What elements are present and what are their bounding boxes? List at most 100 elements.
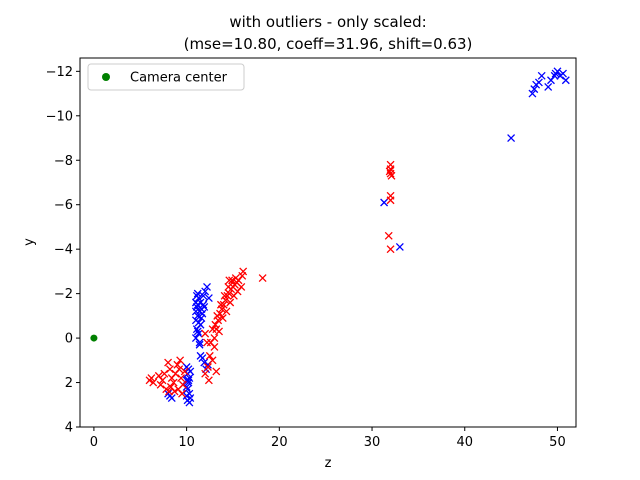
data-point [193,327,202,336]
data-point [210,343,219,351]
data-point [530,85,539,94]
data-point [534,78,543,87]
plot-area [80,58,576,427]
y-tick-label: 0 [65,332,73,347]
data-point [553,67,562,76]
data-point [203,338,211,347]
data-point [204,376,213,385]
data-point [559,69,567,78]
data-point [147,374,156,383]
data-point [193,289,202,298]
data-point [219,300,228,309]
legend: Camera center [87,63,245,91]
data-point [199,300,208,309]
legend-camera-center-marker [102,73,110,81]
data-point [165,387,173,396]
x-tick-label: 20 [271,435,288,450]
data-point [185,398,194,407]
y-tick-label: 4 [65,421,73,436]
data-point [176,356,185,365]
data-point [386,245,395,254]
data-point [156,380,165,389]
data-point [184,376,193,385]
data-point [212,367,221,376]
data-point [395,242,404,251]
data-point [201,287,210,296]
y-tick-label: 2 [65,376,73,391]
x-tick-label: 10 [178,435,195,450]
y-tick-label: −8 [54,154,73,169]
data-point [550,71,559,80]
data-point [205,351,214,360]
data-point [220,291,229,300]
chart-title-line-2: (mse=10.80, coeff=31.96, shift=0.63) [184,35,473,53]
y-axis-label: y [22,238,37,246]
data-point [173,360,182,369]
plot-frame [79,57,577,428]
data-point [507,134,516,142]
data-point [561,76,570,85]
data-point [192,291,201,300]
data-point [197,314,206,323]
series-0 [90,334,98,342]
data-marks [90,67,570,407]
data-point [224,282,233,291]
data-point [213,311,222,320]
data-point [225,289,234,298]
series-2 [145,160,396,398]
data-point [385,167,394,176]
data-point [192,325,201,334]
y-axis-ticks: −12 −10 −8 −6 −4 −2 0 2 4 [46,65,80,436]
data-point [164,358,173,367]
data-point [386,169,395,178]
legend-box [87,63,245,91]
y-tick-label: −4 [54,243,73,258]
data-point [194,318,203,327]
data-point [218,314,227,323]
x-tick-label: 30 [364,435,381,450]
data-point [165,365,174,374]
data-point [200,303,209,311]
y-tick-label: −10 [46,109,73,124]
data-point [195,338,204,347]
x-tick-label: 0 [90,435,98,450]
data-point [228,276,237,285]
x-tick-label: 40 [456,435,473,450]
data-point [387,171,396,180]
data-point [199,291,208,300]
chart-title-line-1: with outliers - only scaled: [229,13,426,31]
data-point [215,327,224,336]
data-point [169,378,178,387]
data-point [537,71,546,80]
data-point [222,307,231,316]
data-point [193,311,202,320]
data-point [160,369,169,378]
data-point [208,325,217,334]
data-point [182,383,191,391]
data-point [195,340,204,349]
x-axis-label: z [325,456,332,471]
x-tick-label: 50 [549,435,566,450]
data-point [182,391,191,400]
data-point [180,367,189,376]
data-point [216,300,225,309]
data-point [384,231,393,240]
data-point [386,196,395,205]
data-point [204,294,213,303]
data-point [528,89,537,98]
data-point [90,334,98,342]
data-point [231,274,240,283]
data-point [201,369,210,378]
chart-title: with outliers - only scaled: (mse=10.80,… [184,13,473,53]
x-axis-ticks: 0 10 20 30 40 50 [90,427,566,450]
data-point [191,307,200,316]
data-point [225,276,234,285]
data-point [237,282,246,291]
data-point [184,365,193,374]
data-point [201,329,210,338]
data-point [175,365,184,374]
data-point [208,356,217,365]
data-point [177,374,186,383]
y-tick-label: −6 [54,198,73,213]
